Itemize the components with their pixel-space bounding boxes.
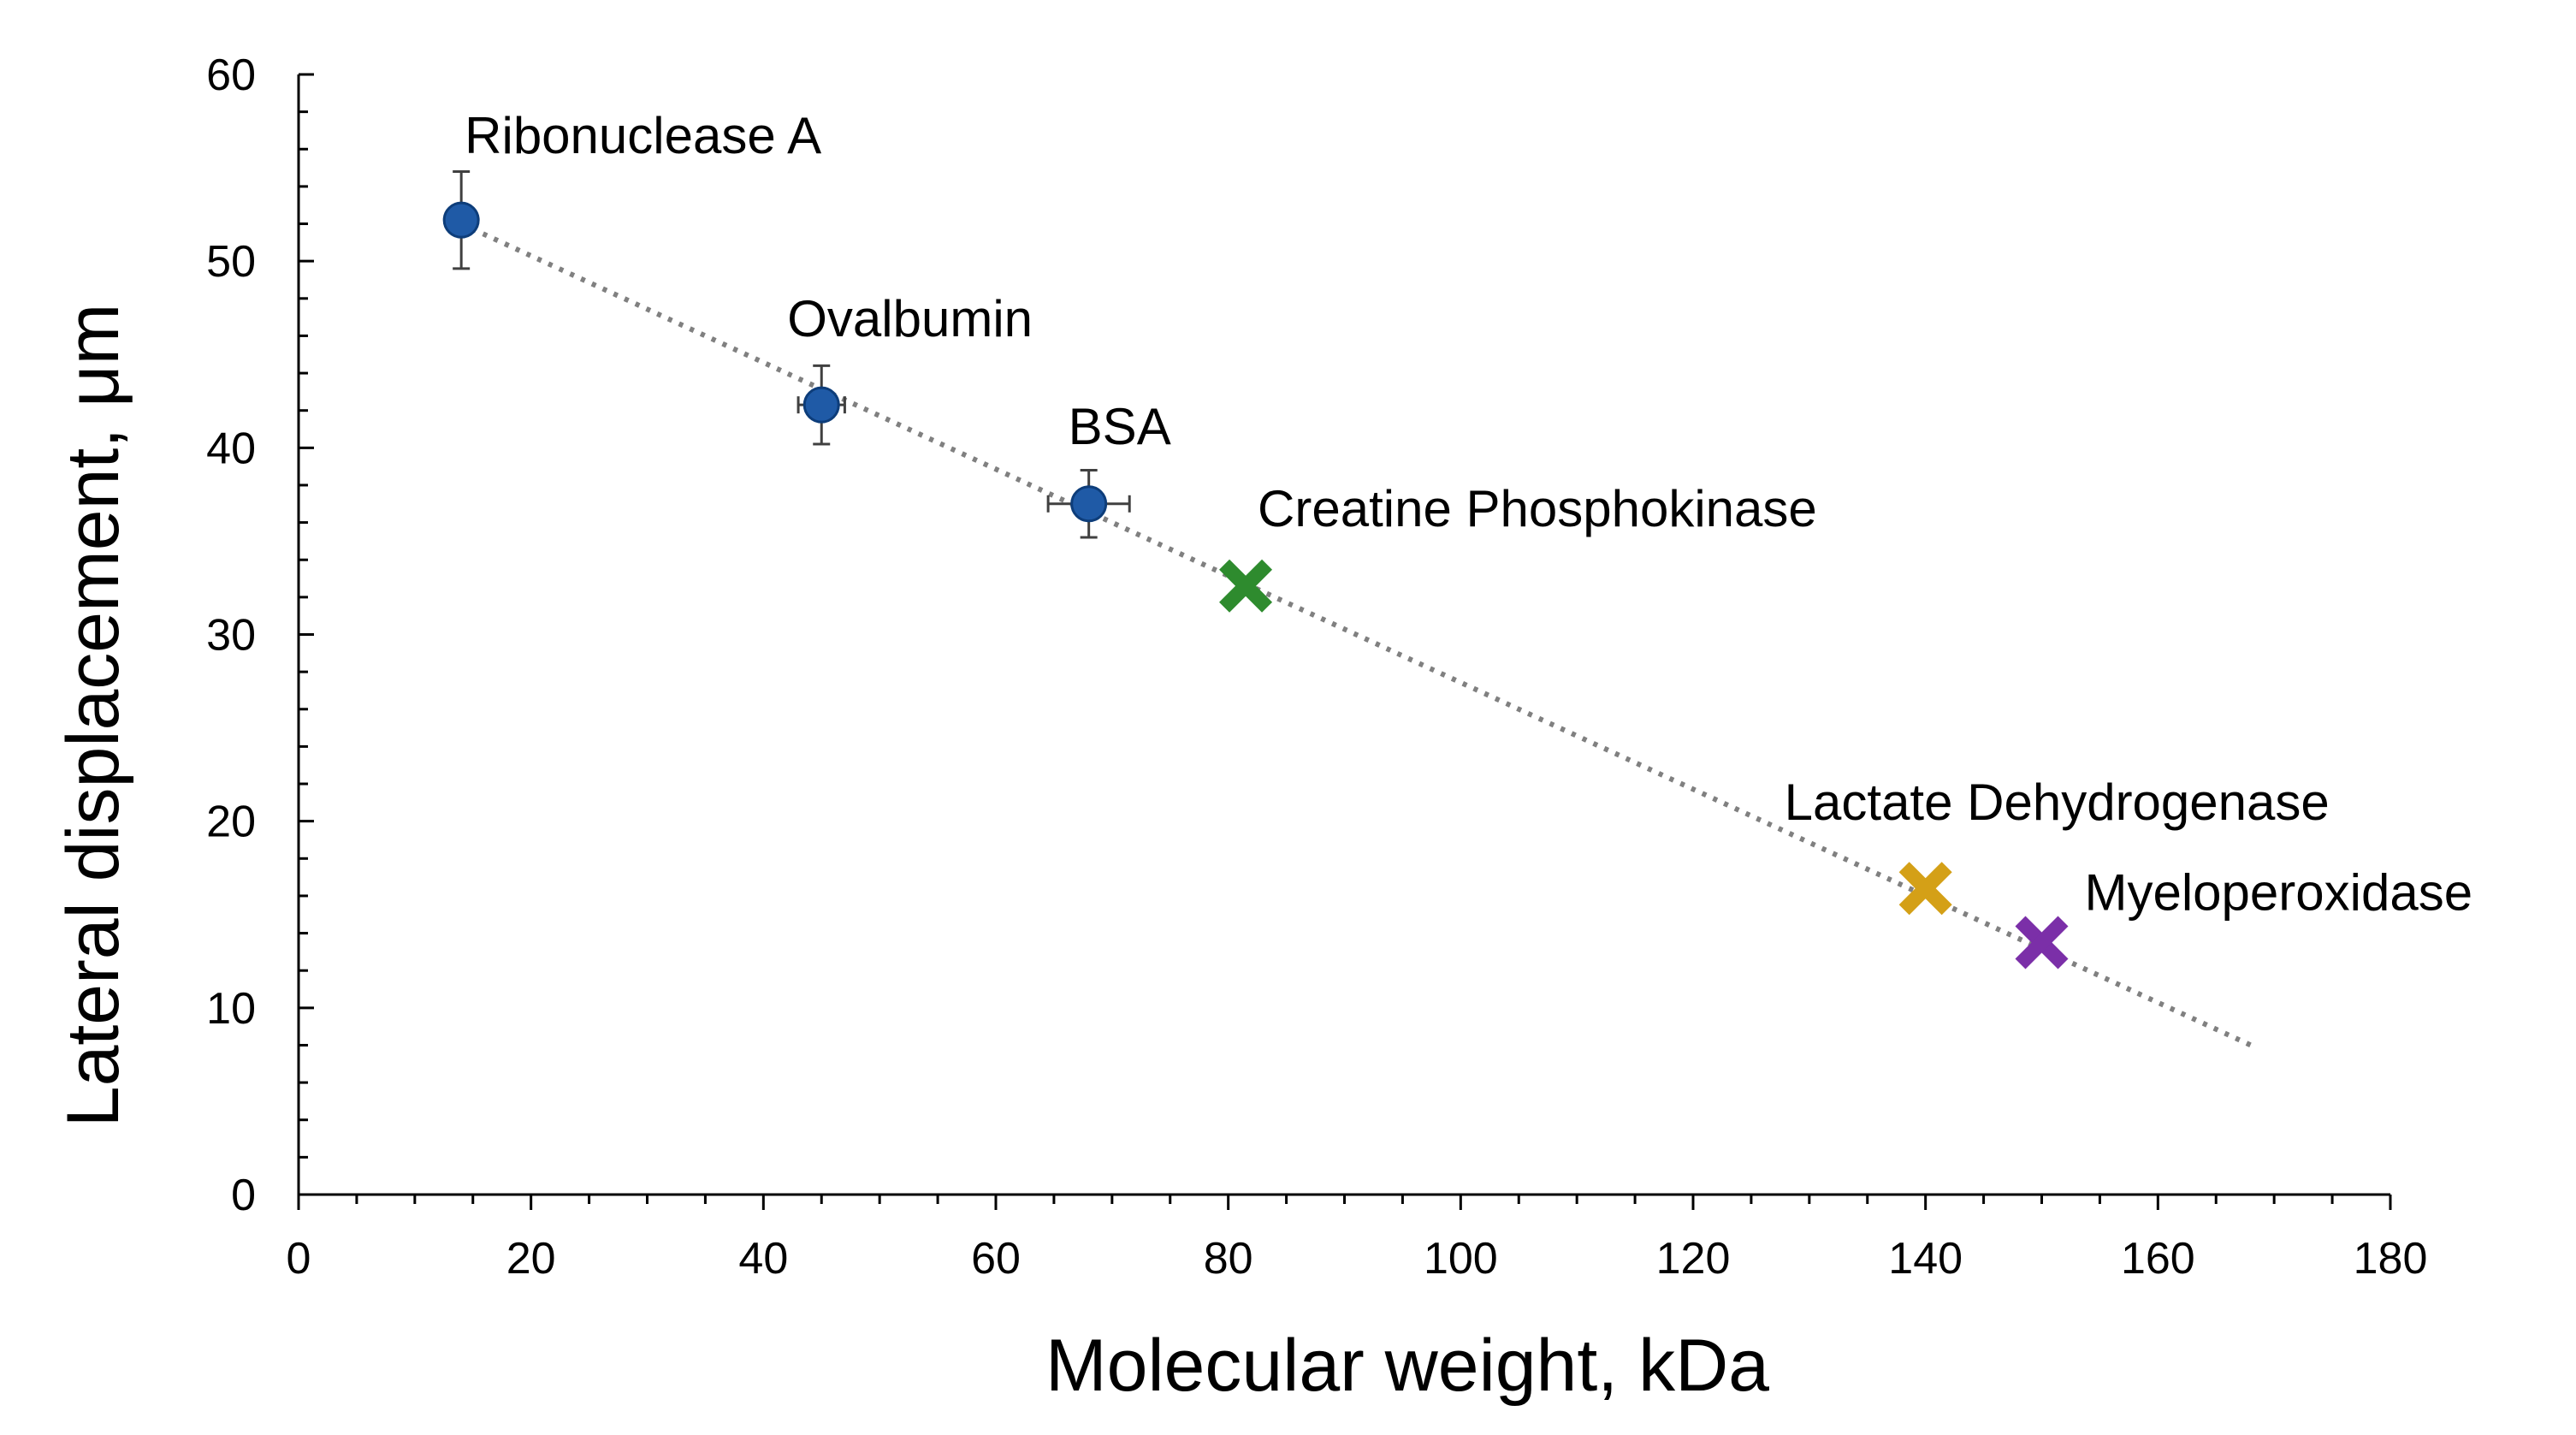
y-tick-label: 20 xyxy=(206,798,256,847)
x-axis-title: Molecular weight, kDa xyxy=(1045,1325,1769,1407)
lactate-dehydrogenase-point xyxy=(1898,862,1952,916)
x-tick-label: 100 xyxy=(1424,1234,1498,1284)
lactate-dehydrogenase-x-stroke-b xyxy=(1898,862,1952,916)
y-axis-title: Lateral displacement, μm xyxy=(52,304,134,1128)
creatine-phosphokinase-point xyxy=(1219,559,1273,613)
y-tick-label: 10 xyxy=(206,984,256,1034)
marks-group xyxy=(442,169,2069,970)
lactate-dehydrogenase-label: Lactate Dehydrogenase xyxy=(1785,774,2330,831)
trendline-group xyxy=(459,221,2253,1048)
myeloperoxidase-x-stroke-b xyxy=(2015,916,2069,970)
myeloperoxidase-label: Myeloperoxidase xyxy=(2085,863,2473,921)
ribonuclease-a-point xyxy=(442,201,480,239)
x-tick-label: 160 xyxy=(2121,1234,2195,1284)
creatine-phosphokinase-x-stroke-b xyxy=(1219,559,1273,613)
x-tick-label: 0 xyxy=(287,1234,311,1284)
y-tick-label: 60 xyxy=(206,50,256,100)
myeloperoxidase-point xyxy=(2015,916,2069,970)
bsa-point xyxy=(1070,485,1108,523)
x-tick-label: 180 xyxy=(2354,1234,2428,1284)
ovalbumin-point xyxy=(802,386,840,424)
y-tick-label: 0 xyxy=(231,1171,256,1220)
x-tick-label: 120 xyxy=(1656,1234,1731,1284)
x-tick-label: 80 xyxy=(1204,1234,1253,1284)
x-tick-label: 140 xyxy=(1888,1234,1963,1284)
y-tick-label: 30 xyxy=(206,611,256,661)
trendline xyxy=(459,221,2253,1048)
ovalbumin-label: Ovalbumin xyxy=(787,290,1033,347)
x-tick-label: 20 xyxy=(506,1234,556,1284)
point-labels-group: Ribonuclease A Ovalbumin BSA Creatine Phosp… xyxy=(465,107,2472,921)
x-tick-label: 60 xyxy=(971,1234,1021,1284)
x-tick-label: 40 xyxy=(738,1234,788,1284)
axes-group: 0 20 40 60 80 100 120 140 160 180 0 10 20 30 40 50 60 xyxy=(206,50,2427,1284)
y-tick-label: 40 xyxy=(206,424,256,473)
y-tick-label: 50 xyxy=(206,237,256,287)
bsa-label: BSA xyxy=(1069,398,1171,455)
creatine-phosphokinase-label: Creatine Phosphokinase xyxy=(1258,480,1817,537)
ribonuclease-a-label: Ribonuclease A xyxy=(465,107,821,164)
